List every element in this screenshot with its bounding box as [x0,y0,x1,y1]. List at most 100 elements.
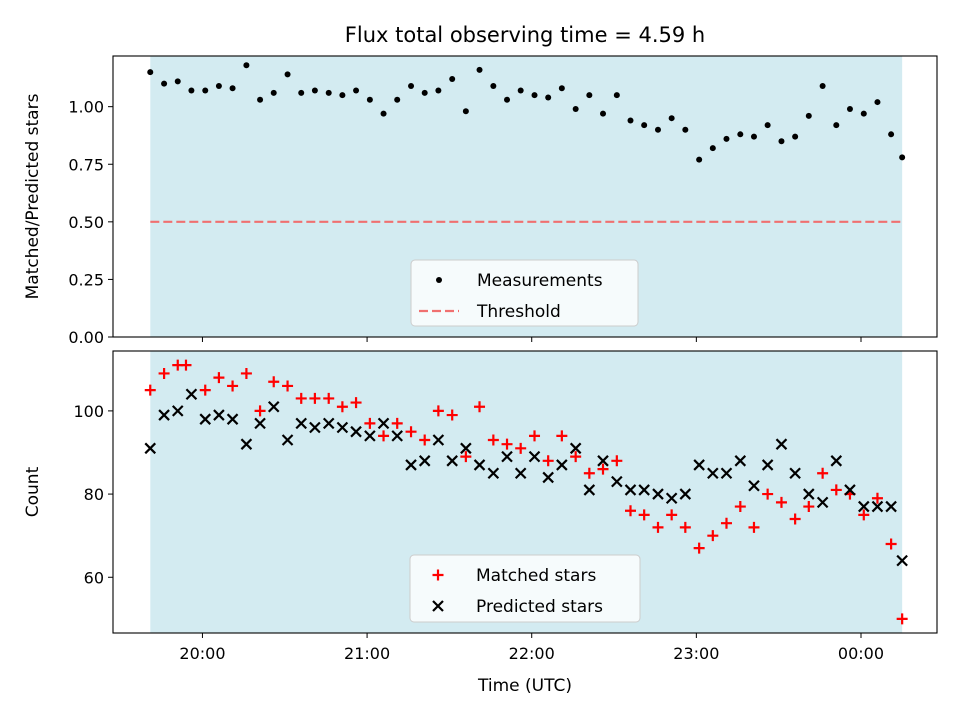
bottom-legend: Matched stars Predicted stars [409,554,641,623]
predicted-point [418,455,431,467]
bottom-xtick-label: 22:00 [509,644,555,663]
predicted-point [336,421,349,434]
top-legend: Measurements Threshold [410,259,639,327]
bottom-xlabel: Time (UTC) [477,676,572,696]
predicted-point [885,500,897,513]
matched-point [391,417,403,429]
predicted-point [707,467,719,480]
matched-point [323,392,335,404]
predicted-point [816,496,829,509]
measurement-point [668,115,675,122]
series-predicted-stars [144,388,908,567]
bottom-xtick-label: 23:00 [673,644,719,663]
measurement-point [380,110,387,117]
measurement-point [654,126,661,133]
matched-point [734,501,746,513]
predicted-point [528,450,541,463]
matched-point [213,372,225,384]
predicted-point [446,455,458,467]
matched-point [268,376,280,388]
predicted-point [254,417,266,430]
measurement-point [641,122,648,129]
measurement-point [504,96,511,103]
matched-point [638,509,650,521]
matched-point [652,521,664,533]
measurement-point [408,82,415,89]
predicted-point [611,475,623,488]
legend-label-threshold: Threshold [476,302,561,322]
legend-matched-marker [432,569,444,581]
matched-point [624,505,636,517]
matched-point [474,401,486,413]
measurement-point [353,87,360,94]
predicted-point [638,484,650,496]
matched-point [775,496,787,508]
matched-point [158,367,170,379]
predicted-point [199,413,212,425]
matched-point [364,417,376,429]
predicted-point [844,484,856,496]
bottom-axes-frame [112,350,938,634]
matched-point [583,467,595,479]
measurement-point [243,62,250,69]
matched-point [707,530,719,542]
measurement-point [449,76,456,83]
measurement-point [270,89,277,96]
measurement-point [723,135,730,142]
predicted-point [391,430,403,442]
bottom-ytick-label: 60 [84,568,104,587]
matched-point [679,521,691,533]
matched-point [254,405,266,417]
matched-point [460,451,472,463]
measurement-point [215,82,222,89]
matched-point [570,451,582,463]
matched-point [180,359,192,371]
predicted-point [405,459,417,471]
matched-point [282,380,294,392]
measurement-point [257,96,264,103]
predicted-point [281,434,294,446]
predicted-point [720,467,733,480]
measurement-point [737,131,744,138]
measurement-point [174,78,181,85]
measurement-point [888,131,895,138]
predicted-point [226,413,239,425]
matched-point [858,509,870,521]
measurement-point [572,105,579,112]
chart-title: Flux total observing time = 4.59 h [345,23,705,47]
predicted-point [460,442,472,455]
measurement-point [805,112,812,119]
matched-point [336,401,348,413]
measurement-point [874,99,881,106]
legend-predicted-marker [432,600,444,612]
bottom-xtick-label: 00:00 [838,644,884,663]
matched-point [144,384,156,396]
predicted-point [432,434,445,446]
measurement-point [394,96,401,103]
predicted-point [775,438,788,450]
predicted-point [267,400,280,413]
bottom-ytick-label: 80 [84,485,104,504]
matched-point [405,426,417,438]
predicted-point [871,500,884,513]
predicted-point [624,484,637,496]
measurement-point [696,156,703,163]
predicted-point [896,554,908,567]
measurement-point [339,92,346,99]
measurement-point [899,154,906,161]
measurement-point [435,87,442,94]
matched-point [896,613,908,625]
measurement-point [229,85,236,92]
bottom-ylabel: Count [23,466,43,517]
predicted-point [213,409,225,421]
matched-point [378,430,390,442]
measurement-point [846,105,853,112]
predicted-point [858,500,870,513]
matched-point [515,442,527,454]
legend-label-predicted-stars: Predicted stars [476,597,603,617]
matched-point [240,367,252,379]
measurement-point [600,110,607,117]
matched-point [419,434,431,446]
predicted-point [514,467,527,480]
matched-point [501,438,513,450]
